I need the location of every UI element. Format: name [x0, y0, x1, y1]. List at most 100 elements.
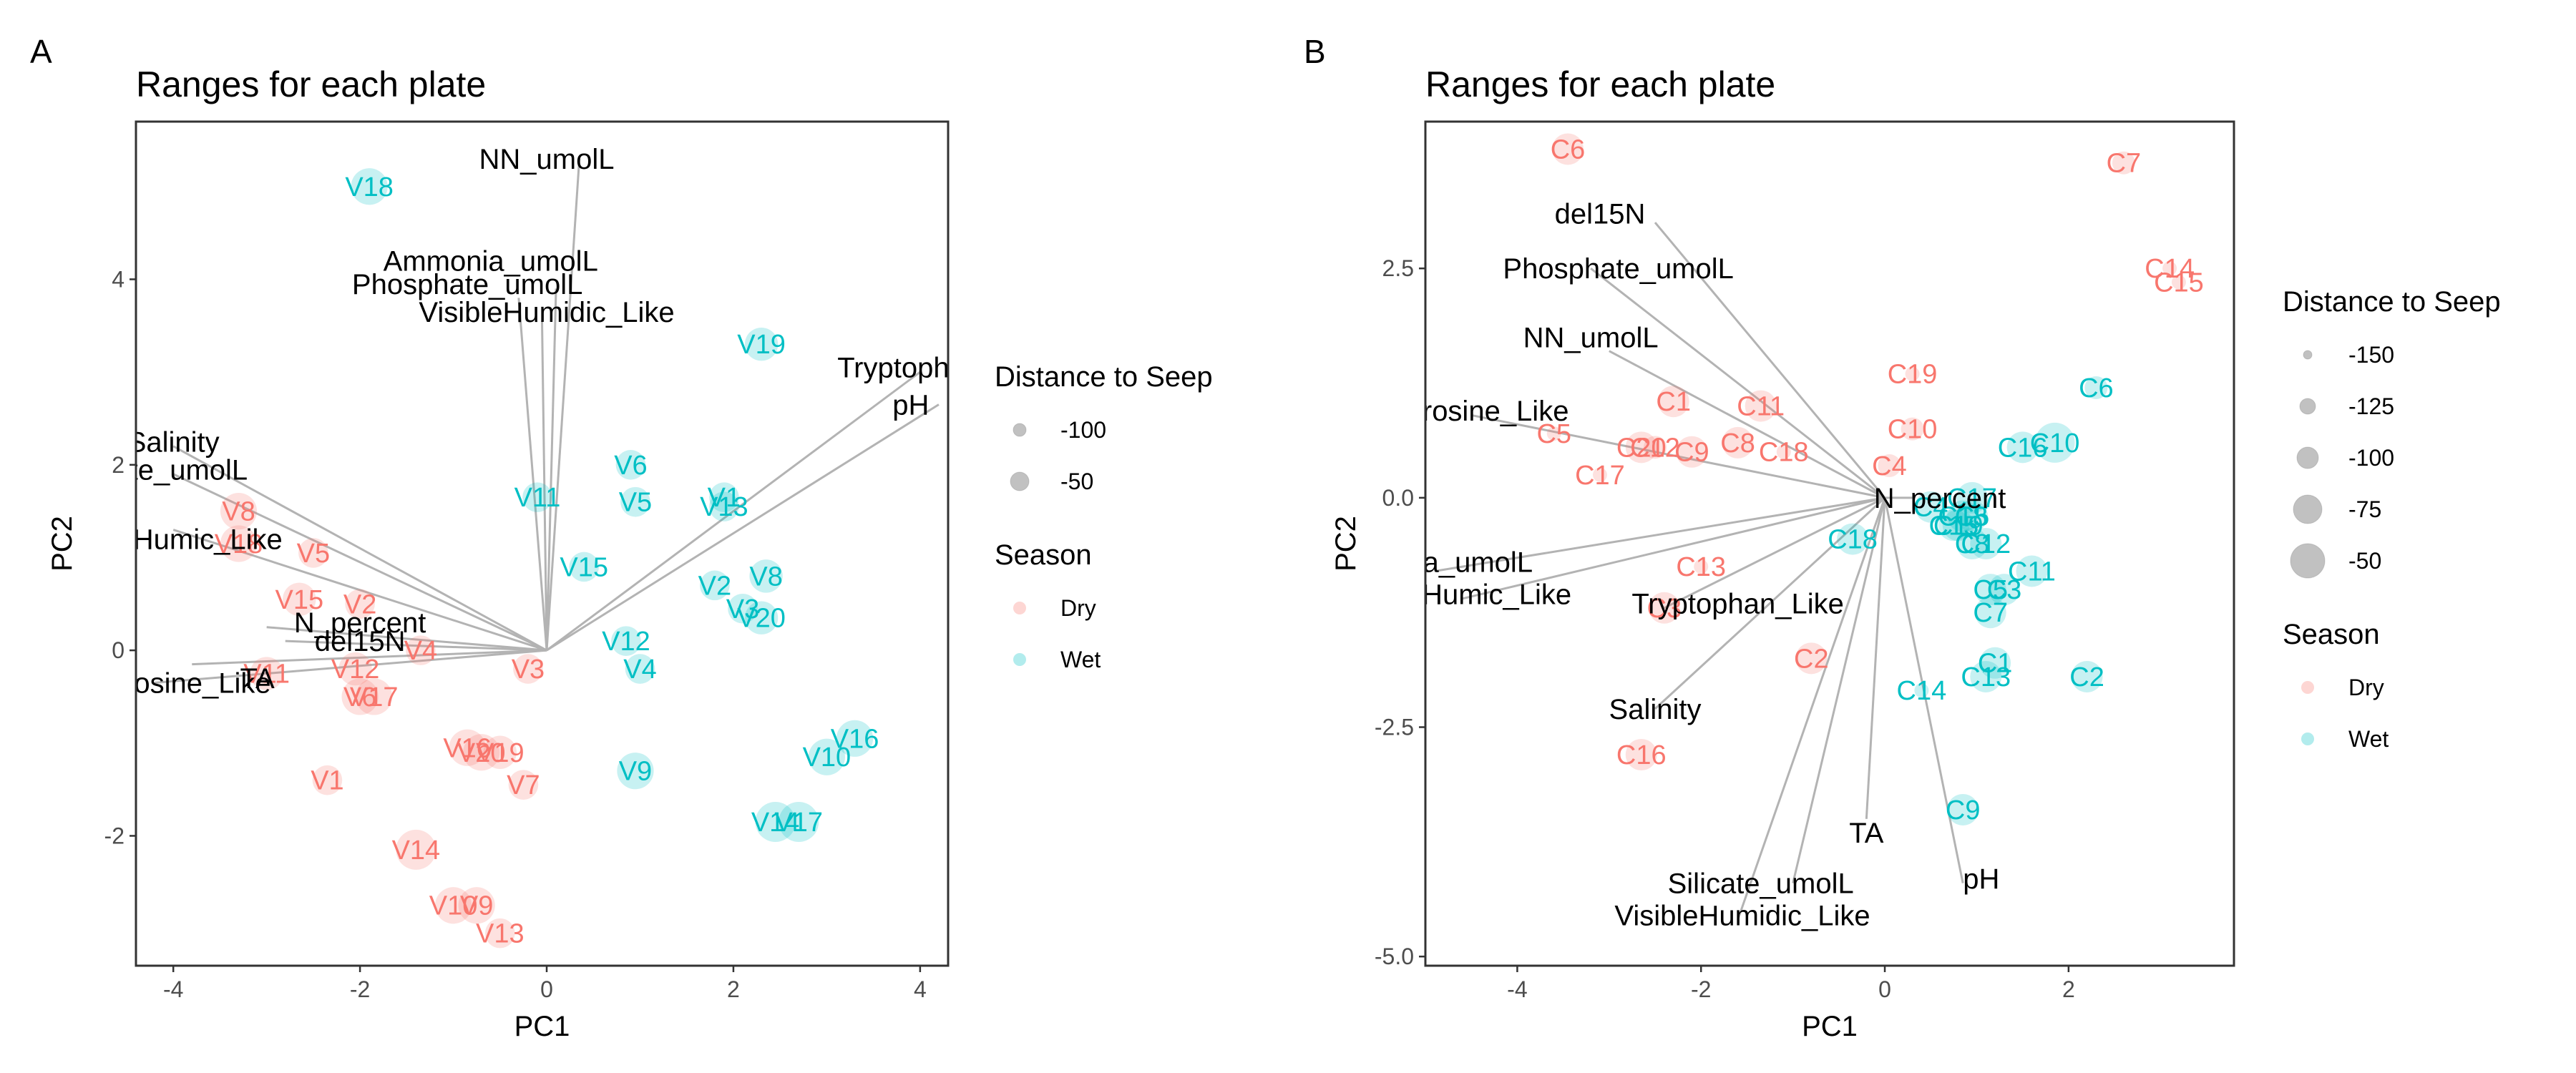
point-marker [1970, 660, 2002, 692]
point-label: V9 [619, 757, 652, 787]
legend-size-title: Distance to Seep [995, 361, 1213, 393]
point-label: C19 [1933, 511, 1984, 541]
point-marker [1956, 481, 1989, 514]
legend-size-label: -150 [2348, 342, 2394, 368]
point-marker [1915, 491, 1947, 523]
point-marker [2162, 261, 2177, 276]
point-marker [483, 735, 517, 769]
point-marker [2171, 275, 2186, 290]
loading-label: Ammonia_umolL [1318, 547, 1533, 579]
point-label: C2 [2069, 662, 2104, 692]
point-marker [1592, 467, 1607, 482]
point-marker [220, 493, 258, 530]
point-marker [338, 652, 372, 686]
plot-border [1424, 120, 2235, 967]
loading-label: Ammonia_umolL [384, 246, 598, 278]
point-label: C18 [1938, 502, 1988, 532]
point-label: C6 [2079, 373, 2114, 403]
x-axis-title: PC1 [514, 1011, 570, 1042]
point-label: C3 [1987, 575, 2022, 605]
point-marker [709, 482, 739, 512]
loading-arrow [172, 473, 547, 652]
legend-size-key [2299, 398, 2316, 415]
legend-season-key [2301, 681, 2314, 694]
point-label: V10 [803, 743, 852, 773]
loading-label: pH [892, 389, 929, 421]
loading-arrow [1462, 496, 1885, 600]
point-marker [1905, 366, 1920, 381]
point-marker [341, 678, 379, 715]
loading-label: Tryptophan_Like [837, 353, 1049, 384]
point-label: C16 [1616, 740, 1667, 770]
loading-label: TA [1849, 818, 1883, 849]
point-label: V11 [243, 660, 290, 690]
y-tick-label: 2 [112, 452, 125, 478]
point-marker [1648, 592, 1680, 624]
legend-size-key [2303, 350, 2313, 360]
legend-season-title: Season [2283, 619, 2380, 650]
point-marker [1657, 386, 1689, 418]
point-marker [1947, 500, 1979, 532]
point-marker [1625, 739, 1657, 770]
loading-label: Salinity [1609, 694, 1702, 725]
point-label: C7 [1973, 598, 2008, 628]
point-label: V14 [751, 808, 800, 838]
loading-label: MarineHumic_Like [46, 524, 283, 556]
point-marker [1694, 559, 1709, 574]
point-label: C8 [1720, 428, 1755, 459]
point-label: C11 [2008, 557, 2056, 587]
point-marker [463, 734, 500, 771]
loading-arrow [154, 649, 547, 685]
point-marker [700, 570, 730, 601]
point-label: V8 [222, 497, 255, 527]
point-label: C11 [1737, 392, 1785, 422]
point-label: C17 [1575, 461, 1625, 491]
point-marker [1979, 647, 2011, 679]
loading-arrow [1883, 497, 1964, 883]
point-marker [351, 168, 388, 205]
point-marker [569, 552, 600, 582]
loading-arrow [1470, 413, 1885, 499]
y-tick-label: 4 [112, 266, 125, 292]
point-label: C8 [1955, 529, 1990, 559]
legend-season-label: Wet [2348, 726, 2389, 752]
point-label: C10 [2030, 428, 2080, 459]
point-marker [755, 802, 796, 843]
legend-season-key [2301, 733, 2314, 745]
point-label: V3 [726, 594, 759, 624]
point-marker [1878, 454, 1901, 477]
point-label: V3 [512, 655, 545, 685]
plot-border [135, 120, 950, 967]
loading-arrow [1590, 268, 1885, 499]
point-label: C15 [2154, 268, 2204, 298]
point-label: V6 [614, 451, 647, 481]
loading-label: del15N [1555, 198, 1646, 230]
plot-title: Ranges for each plate [136, 64, 486, 104]
loading-label: Silicate_umolL [62, 454, 248, 486]
point-marker [1956, 528, 1989, 559]
point-marker [808, 738, 846, 775]
panel-b-letter: B [1304, 33, 1326, 70]
y-tick-label: 0 [112, 637, 125, 663]
loading-label: Silicate_umolL [1668, 868, 1854, 900]
x-tick-label: -4 [1507, 976, 1527, 1002]
point-marker [2084, 376, 2108, 399]
point-marker [1942, 509, 1974, 542]
point-marker [396, 829, 436, 870]
legend-size-label: -50 [1060, 469, 1093, 494]
point-marker [709, 491, 739, 521]
point-marker [1947, 793, 1979, 825]
legend-size-key [2290, 543, 2326, 579]
point-label: V5 [619, 488, 652, 518]
point-marker [1970, 528, 2002, 559]
point-marker [283, 582, 316, 617]
point-marker [779, 802, 819, 843]
loading-arrow [172, 445, 547, 652]
y-tick-label: -2 [104, 823, 125, 848]
point-marker [513, 654, 543, 684]
loading-arrow [192, 649, 547, 666]
point-marker [620, 486, 650, 517]
point-label: C9 [1946, 795, 1981, 825]
legend-size-label: -100 [2348, 445, 2394, 471]
plot-background [1425, 122, 2234, 966]
